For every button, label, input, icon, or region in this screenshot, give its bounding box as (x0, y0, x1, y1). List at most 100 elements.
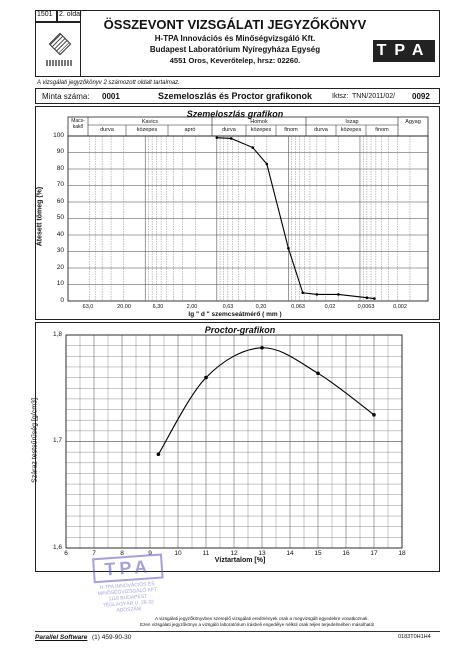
grain-data-point (265, 162, 269, 166)
grain-x-tick: 0,63 (222, 304, 234, 310)
grain-curve-line (216, 137, 375, 300)
form-number: 1501 (37, 11, 53, 18)
reference-label: Iktsz: (332, 93, 349, 100)
logo-left-box (35, 22, 81, 77)
grain-data-point (365, 296, 369, 300)
stamp-mark: TPA (92, 553, 164, 584)
form-number-box (35, 10, 57, 22)
proctor-x-tick: 14 (286, 550, 294, 557)
grain-data-point (287, 246, 290, 250)
grain-subgroup-header: durva (100, 127, 114, 133)
proctor-x-tick: 7 (92, 550, 96, 557)
proctor-y-tick: 1,7 (52, 437, 62, 444)
grain-subgroup-header: közepes (136, 127, 158, 133)
grain-y-tick: 70 (56, 181, 64, 188)
proctor-x-tick: 8 (120, 550, 124, 557)
proctor-data-point (372, 413, 376, 417)
grain-subgroup-header: közepes (250, 127, 272, 133)
lab-address: 4551 Oros, Keverőtelep, hrsz: 02260. (169, 56, 301, 65)
grain-y-tick: 0 (60, 297, 64, 304)
proctor-x-tick: 11 (202, 550, 210, 557)
page-label-box (57, 10, 81, 22)
footer-divider (35, 631, 440, 632)
grain-y-tick: 20 (56, 264, 64, 271)
proctor-x-tick: 10 (174, 550, 182, 557)
grain-chart-frame (35, 106, 440, 320)
footer-note-1: A vizsgálati jegyzőkönyvben szereplő viz… (155, 616, 369, 621)
proctor-y-axis-label: Száraz testsűrűség [g/cm3] (31, 398, 39, 483)
grain-y-tick: 60 (56, 198, 64, 205)
grain-y-tick: 90 (56, 148, 64, 155)
grain-data-point (229, 137, 233, 140)
grain-subgroup-header: finom (375, 127, 389, 133)
grain-data-point (337, 293, 340, 296)
proctor-x-tick: 18 (398, 550, 406, 557)
proctor-data-point (260, 345, 264, 350)
proctor-data-point (316, 371, 320, 376)
info-row (35, 88, 440, 104)
grain-group-header: Agyag (405, 119, 421, 125)
grain-group-header: Iszap (345, 119, 359, 125)
grain-data-point (215, 136, 219, 139)
grain-group-header: Homok (250, 119, 268, 125)
sample-number: 0001 (102, 92, 120, 101)
grain-chart-title: Szemeloszlás grafikon (186, 109, 284, 119)
grain-y-tick: 10 (56, 280, 64, 287)
proctor-x-tick: 13 (258, 550, 266, 557)
lab-name: Budapest Laboratórium Nyíregyháza Egység (149, 45, 321, 54)
logo-caption-icon (46, 60, 72, 66)
grain-data-point (251, 146, 255, 149)
grain-subgroup-header: finom (284, 127, 298, 133)
grain-x-axis-label: lg " d " szemcseátmérő ( mm ) (188, 311, 282, 318)
grain-subgroup-header: apró (184, 127, 196, 133)
proctor-x-tick: 15 (314, 550, 322, 557)
proctor-data-point (204, 375, 208, 380)
grain-x-tick: 0,02 (324, 304, 336, 310)
grain-x-tick: 0,002 (393, 304, 407, 310)
proctor-chart-title: Proctor-grafikon (204, 325, 276, 335)
proctor-x-tick: 16 (342, 550, 350, 557)
reference-suffix: 0092 (412, 92, 430, 101)
grain-x-tick: 2,00 (186, 304, 198, 310)
grain-subgroup-header: durva (222, 127, 236, 133)
proctor-chart-frame (35, 322, 440, 572)
grain-x-tick: 0,0063 (357, 304, 375, 310)
document-code: 0183T0H1H4 (398, 634, 431, 640)
page-label: 2. oldal (59, 11, 82, 18)
grain-data-point (373, 297, 376, 300)
reference-number: TNN/2011/02/ (352, 93, 396, 100)
grain-y-axis-label: Átesett tömeg (%) (36, 186, 44, 247)
pages-note: A vizsgálati jegyzőkönyv 2 számozott old… (37, 80, 180, 86)
grain-x-tick: 0,063 (291, 304, 305, 310)
grain-x-tick: 6,30 (152, 304, 164, 310)
grain-y-tick: 50 (56, 214, 64, 221)
proctor-y-tick: 1,8 (52, 331, 62, 338)
company-stamp: TPA H-TPA INNOVÁCIÓS ÉS MINŐSÉGVIZSGÁLÓ … (86, 553, 168, 616)
grain-group-header: Macs-kakő (71, 118, 85, 130)
grain-y-tick: 40 (56, 231, 64, 238)
grain-x-tick: 20,00 (117, 304, 131, 310)
tpa-logo-text: TPA (376, 42, 432, 59)
footer-note-2: Ezen vizsgálati jegyzőkönyv a vizsgáló l… (140, 622, 375, 627)
report-main-title: ÖSSZEVONT VIZSGÁLATI JEGYZŐKÖNYV (103, 17, 367, 32)
proctor-x-tick: 12 (230, 550, 238, 557)
proctor-plot-frame (65, 334, 403, 549)
software-phone: (1) 459-90-30 (92, 634, 132, 641)
sample-label: Minta száma: (42, 92, 90, 101)
proctor-x-axis-label: Víztartalom [%] (214, 557, 266, 564)
proctor-x-tick: 6 (64, 550, 68, 557)
grain-data-point (301, 291, 305, 295)
proctor-data-point (156, 452, 161, 457)
proctor-x-tick: 9 (148, 550, 152, 557)
grain-y-tick: 100 (53, 132, 64, 139)
proctor-x-tick: 17 (370, 550, 378, 557)
grain-y-tick: 30 (56, 247, 64, 254)
grain-subgroup-header: közepes (340, 127, 362, 133)
grain-group-header: Kavics (141, 119, 159, 125)
grain-data-point (315, 293, 319, 296)
grain-x-tick: 0,20 (255, 304, 267, 310)
proctor-y-tick: 1,6 (52, 544, 62, 551)
tpa-logo-icon: TPA (373, 40, 435, 62)
grain-subgroup-header: durva (314, 127, 328, 133)
